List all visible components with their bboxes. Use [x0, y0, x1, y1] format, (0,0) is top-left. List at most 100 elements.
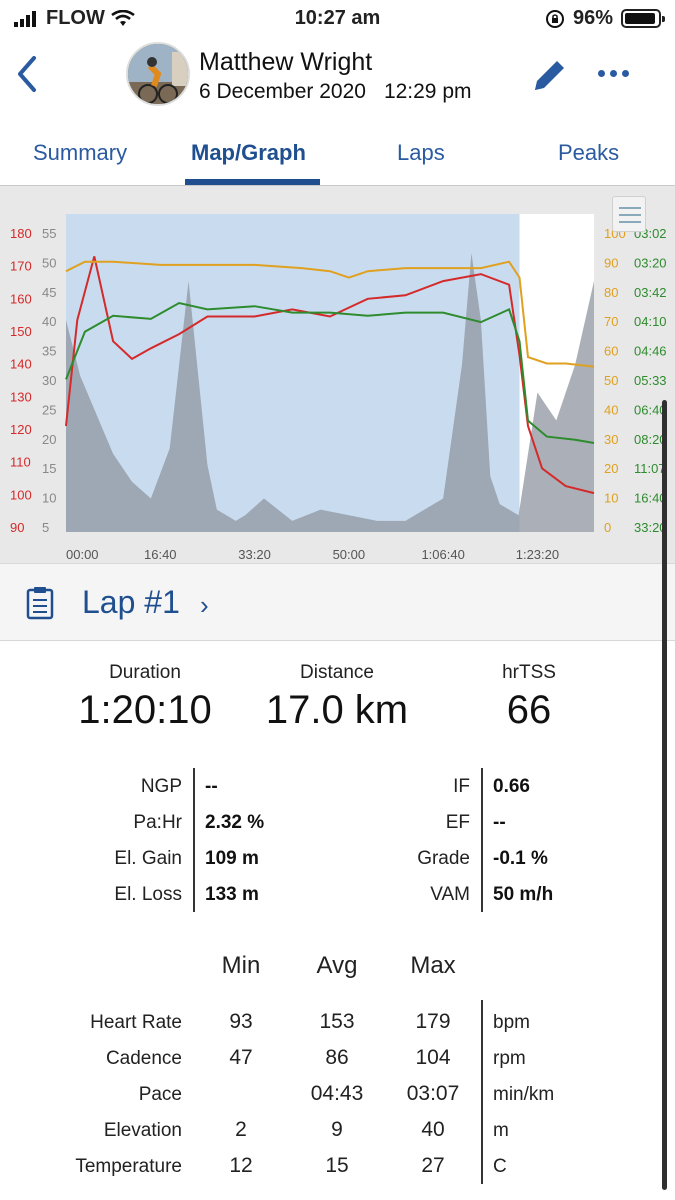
clipboard-icon: [26, 587, 54, 620]
pace-tick-label: 03:20: [634, 255, 667, 270]
status-left: FLOW: [14, 7, 135, 30]
hr-tick-label: 100: [10, 487, 32, 502]
lap-selector[interactable]: Lap #1 ›: [0, 563, 675, 641]
hr-tick-label: 170: [10, 259, 32, 274]
x-tick-label: 16:40: [144, 547, 177, 562]
hr-tick-label: 130: [10, 389, 32, 404]
pace-tick-label: 05:33: [634, 373, 667, 388]
chart-svg[interactable]: 1801701601501401301201101009055504540353…: [0, 186, 675, 563]
metric-label: Grade: [417, 848, 470, 869]
elevation-tick-label: 15: [42, 461, 56, 476]
row-avg: 86: [325, 1046, 349, 1069]
pace-tick-label: 16:40: [634, 491, 667, 506]
more-dots-icon[interactable]: [598, 70, 629, 77]
hr-tick-label: 180: [10, 226, 32, 241]
pace-tick-label: 33:20: [634, 520, 667, 535]
row-max: 104: [415, 1046, 451, 1069]
metric-label: IF: [453, 776, 470, 797]
activity-chart[interactable]: 180 170 160 150 140 130 120 110 100 90 55 50 45 40 35 3…: [0, 186, 675, 563]
metrics-divider-left: [193, 768, 195, 912]
metric-value: 109 m: [205, 848, 259, 869]
tab-peaks[interactable]: Peaks: [558, 140, 620, 165]
summary-duration: Duration 1:20:10: [45, 662, 245, 733]
cadence-tick-label: 30: [604, 432, 618, 447]
pace-tick-label: 04:10: [634, 314, 667, 329]
row-label: Temperature: [75, 1156, 182, 1177]
metric-row: Pa:Hr 2.32 % EF --: [0, 804, 675, 840]
elevation-tick-label: 5: [42, 520, 49, 535]
table-header-max: Max: [410, 952, 456, 979]
activity-time: 12:29 pm: [383, 80, 472, 103]
table-row: Elevation 2 9 40 m: [0, 1112, 675, 1148]
scrollbar[interactable]: [662, 400, 667, 1190]
elevation-tick-label: 50: [42, 255, 56, 270]
pencil-icon[interactable]: [527, 54, 571, 98]
summary-stats: Duration 1:20:10 Distance 17.0 km hrTSS …: [0, 662, 675, 742]
row-avg: 9: [331, 1118, 343, 1141]
summary-distance: Distance 17.0 km: [237, 662, 437, 733]
elevation-tick-label: 55: [42, 226, 56, 241]
cadence-tick-label: 10: [604, 491, 618, 506]
summary-label: Duration: [109, 662, 181, 683]
metric-value: 50 m/h: [493, 884, 554, 905]
signal-icon: [14, 10, 36, 27]
hr-tick-label: 90: [10, 520, 24, 535]
summary-hrtss: hrTSS 66: [429, 662, 629, 733]
series-line-pace: [65, 301, 595, 444]
cadence-tick-label: 40: [604, 402, 618, 417]
metric-label: Pa:Hr: [133, 812, 182, 833]
wifi-icon: [111, 9, 135, 26]
cadence-tick-label: 60: [604, 344, 618, 359]
metric-value: 133 m: [205, 884, 259, 905]
pace-tick-label: 04:46: [634, 344, 667, 359]
back-chevron-icon[interactable]: [12, 54, 42, 94]
carrier-label: FLOW: [46, 7, 105, 29]
hr-tick-label: 150: [10, 324, 32, 339]
metric-value: -0.1 %: [493, 848, 548, 869]
status-bar: FLOW 10:27 am 96%: [0, 0, 675, 36]
metric-label: El. Loss: [114, 884, 182, 905]
tab-laps[interactable]: Laps: [397, 140, 445, 165]
elevation-area: [66, 253, 594, 532]
cadence-tick-label: 90: [604, 255, 618, 270]
rotation-lock-icon: [545, 9, 564, 28]
table-header-avg: Avg: [316, 952, 358, 979]
elevation-tick-label: 40: [42, 314, 56, 329]
row-label: Heart Rate: [90, 1012, 182, 1033]
row-max: 27: [421, 1154, 445, 1177]
x-tick-label: 50:00: [333, 547, 366, 562]
metric-value: --: [205, 776, 218, 797]
metric-row: El. Loss 133 m VAM 50 m/h: [0, 876, 675, 912]
tab-map-graph[interactable]: Map/Graph: [191, 140, 306, 165]
chevron-right-icon[interactable]: ›: [200, 590, 209, 620]
row-avg: 04:43: [310, 1082, 364, 1105]
row-unit: C: [493, 1156, 507, 1177]
table-row: Cadence 47 86 104 rpm: [0, 1040, 675, 1076]
summary-value: 66: [506, 688, 552, 732]
lap-title[interactable]: Lap #1: [82, 584, 180, 620]
table-row: Heart Rate 93 153 179 bpm: [0, 1004, 675, 1040]
row-min: 2: [235, 1118, 247, 1141]
battery-icon: [621, 9, 665, 28]
hr-tick-label: 110: [10, 455, 31, 470]
pace-tick-label: 03:42: [634, 285, 667, 300]
pace-tick-label: 11:07: [634, 461, 666, 476]
x-tick-label: 00:00: [66, 547, 99, 562]
cadence-tick-label: 70: [604, 314, 618, 329]
activity-header: Matthew Wright 6 December 2020 12:29 pm: [0, 36, 675, 116]
elevation-tick-label: 10: [42, 491, 56, 506]
cadence-tick-label: 0: [604, 520, 611, 535]
row-unit: m: [493, 1120, 509, 1141]
metrics-divider-right: [481, 768, 483, 912]
status-time: 10:27 am: [294, 7, 381, 29]
avatar[interactable]: [126, 42, 190, 106]
metric-value: 2.32 %: [205, 812, 265, 833]
tab-summary[interactable]: Summary: [33, 140, 128, 165]
hr-tick-label: 160: [10, 291, 32, 306]
elevation-tick-label: 20: [42, 432, 56, 447]
elevation-tick-label: 35: [42, 344, 56, 359]
x-tick-label: 33:20: [238, 547, 271, 562]
tab-bar: Summary Map/Graph Laps Peaks: [0, 116, 675, 186]
hr-tick-label: 140: [10, 357, 32, 372]
chart-menu-icon[interactable]: [612, 196, 646, 232]
